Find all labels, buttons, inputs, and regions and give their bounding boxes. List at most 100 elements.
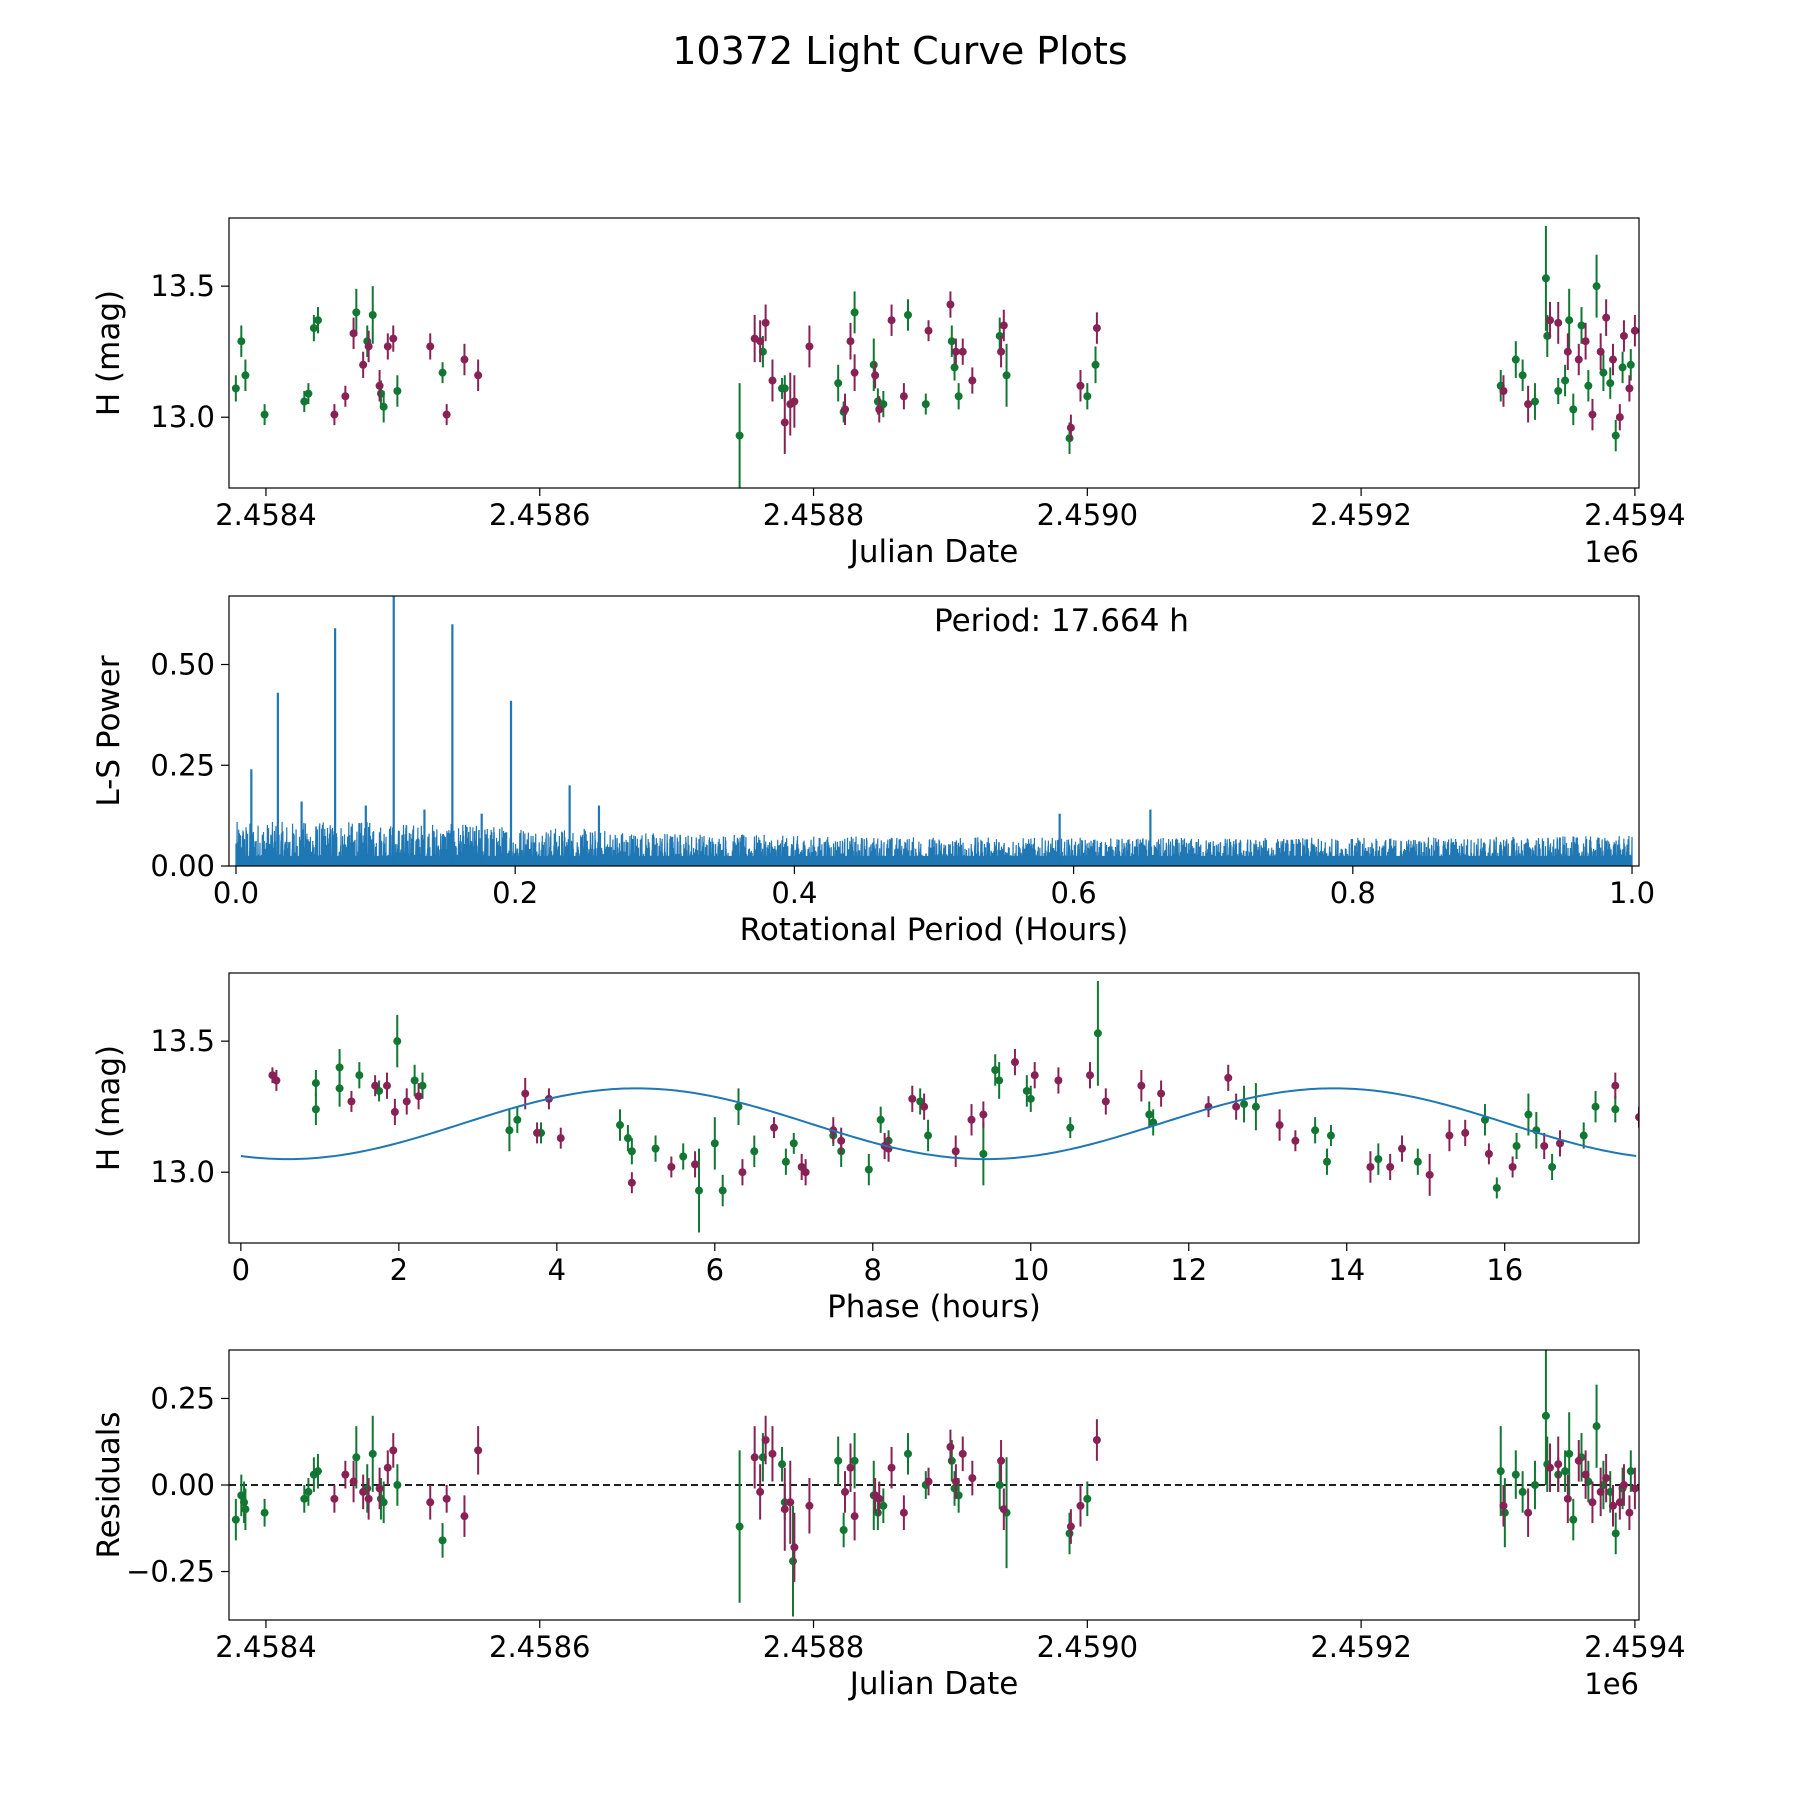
- ls-noise-band: [235, 855, 1633, 866]
- resid-xtick-label: 2.4586: [489, 1630, 590, 1664]
- resid-point-green: [839, 1526, 848, 1534]
- resid-point-purple: [1066, 1522, 1075, 1531]
- phase-point-purple: [1101, 1097, 1110, 1106]
- phase-xtick-label: 0: [232, 1253, 250, 1287]
- lc-point-purple: [426, 342, 435, 351]
- phase-point-purple: [951, 1147, 960, 1156]
- resid-point-green: [789, 1557, 797, 1566]
- resid-point-purple: [1574, 1456, 1583, 1465]
- lc-point-green: [438, 368, 447, 377]
- lc-point-green: [379, 402, 388, 411]
- phase-point-green: [1548, 1162, 1557, 1171]
- lc-point-purple: [1066, 423, 1075, 432]
- resid-point-purple: [999, 1505, 1008, 1514]
- phase-point-purple: [920, 1102, 929, 1111]
- resid-point-purple: [375, 1484, 384, 1493]
- resid-xlabel: Julian Date: [848, 1666, 1019, 1702]
- lc-point-green: [1626, 360, 1635, 369]
- phase-point-green: [623, 1134, 632, 1143]
- phase-ylabel: H (mag): [91, 1045, 127, 1171]
- lc-point-green: [1518, 371, 1527, 380]
- lc-xtick-label: 2.4594: [1584, 498, 1685, 532]
- lc-point-purple: [383, 342, 392, 351]
- phase-points: [268, 980, 1639, 1233]
- resid-point-purple: [750, 1453, 759, 1462]
- phase-point-purple: [1137, 1081, 1146, 1090]
- lc-point-purple: [1076, 381, 1085, 390]
- lc-point-purple: [1615, 413, 1624, 422]
- resid-point-purple: [768, 1449, 777, 1458]
- resid-point-purple: [460, 1512, 469, 1521]
- phase-xtick-label: 10: [1012, 1253, 1049, 1287]
- resid-point-purple: [761, 1436, 770, 1444]
- phase-point-purple: [1086, 1071, 1095, 1080]
- lc-point-purple: [349, 329, 358, 338]
- resid-point-purple: [1076, 1501, 1085, 1510]
- lc-point-purple: [1546, 316, 1555, 325]
- phase-point-green: [995, 1076, 1004, 1085]
- resid-point-green: [850, 1456, 859, 1465]
- lc-point-purple: [389, 334, 398, 343]
- lc-point-green: [1618, 363, 1627, 372]
- resid-xtick-label: 2.4592: [1310, 1630, 1411, 1664]
- phase-point-green: [335, 1084, 344, 1093]
- phase-point-purple: [1275, 1121, 1284, 1130]
- phase-xtick-label: 8: [864, 1253, 882, 1287]
- phase-point-purple: [1425, 1170, 1434, 1179]
- lc-point-green: [241, 371, 250, 380]
- resid-point-purple: [1625, 1508, 1634, 1517]
- resid-point-purple: [846, 1463, 855, 1472]
- phase-point-green: [335, 1063, 344, 1072]
- lc-point-green: [1065, 434, 1074, 443]
- phase-folded-panel: 0 2 4 6 8 10 12 14 16 13.0 13.5 Phase (hours) H (mag…: [91, 972, 1640, 1325]
- lc-point-green: [1611, 431, 1620, 440]
- ls-ytick-label: 0.00: [150, 849, 215, 883]
- resid-point-purple: [474, 1446, 483, 1455]
- resid-point-purple: [1588, 1498, 1597, 1507]
- lc-point-purple: [790, 397, 799, 406]
- resid-point-green: [1083, 1494, 1092, 1503]
- lc-point-green: [1541, 274, 1550, 283]
- phase-point-purple: [801, 1168, 810, 1177]
- phase-xtick-label: 14: [1328, 1253, 1365, 1287]
- lc-point-green: [393, 387, 402, 396]
- lc-point-green: [300, 397, 309, 406]
- lc-point-green: [780, 384, 789, 393]
- phase-point-purple: [402, 1097, 411, 1106]
- lc-point-purple: [1619, 331, 1628, 340]
- resid-xtick-label: 2.4584: [215, 1630, 316, 1664]
- lc-point-purple: [805, 342, 814, 351]
- phase-point-green: [1591, 1102, 1600, 1111]
- resid-point-purple: [359, 1487, 368, 1496]
- lc-point-purple: [1574, 355, 1583, 364]
- resid-point-green: [735, 1522, 744, 1531]
- phase-point-purple: [1556, 1139, 1565, 1148]
- resid-point-purple: [426, 1498, 435, 1507]
- resid-point-green: [368, 1449, 377, 1458]
- lc-point-purple: [1608, 355, 1617, 364]
- resid-point-purple: [1581, 1470, 1590, 1479]
- phase-point-green: [979, 1149, 988, 1158]
- resid-point-purple: [875, 1494, 884, 1503]
- resid-point-green: [1518, 1487, 1527, 1496]
- phase-point-green: [1326, 1131, 1335, 1140]
- phase-frame: [228, 972, 1640, 1244]
- lc-ytick-label: 13.0: [150, 400, 215, 434]
- resid-point-purple: [786, 1498, 795, 1507]
- resid-point-green: [1065, 1529, 1074, 1538]
- resid-point-green: [995, 1481, 1004, 1489]
- phase-point-green: [311, 1105, 320, 1114]
- phase-point-green: [1524, 1110, 1533, 1119]
- resid-point-green: [241, 1505, 250, 1514]
- lc-point-green: [954, 392, 963, 401]
- lc-point-green: [368, 310, 377, 319]
- lc-point-green: [1511, 355, 1520, 364]
- resid-frame: [228, 1349, 1640, 1621]
- resid-point-purple: [1596, 1487, 1605, 1496]
- lc-point-green: [903, 310, 912, 319]
- phase-point-green: [991, 1065, 1000, 1074]
- phase-point-green: [864, 1165, 873, 1174]
- resid-point-green: [778, 1460, 787, 1469]
- resid-xtick-label: 2.4594: [1584, 1630, 1685, 1664]
